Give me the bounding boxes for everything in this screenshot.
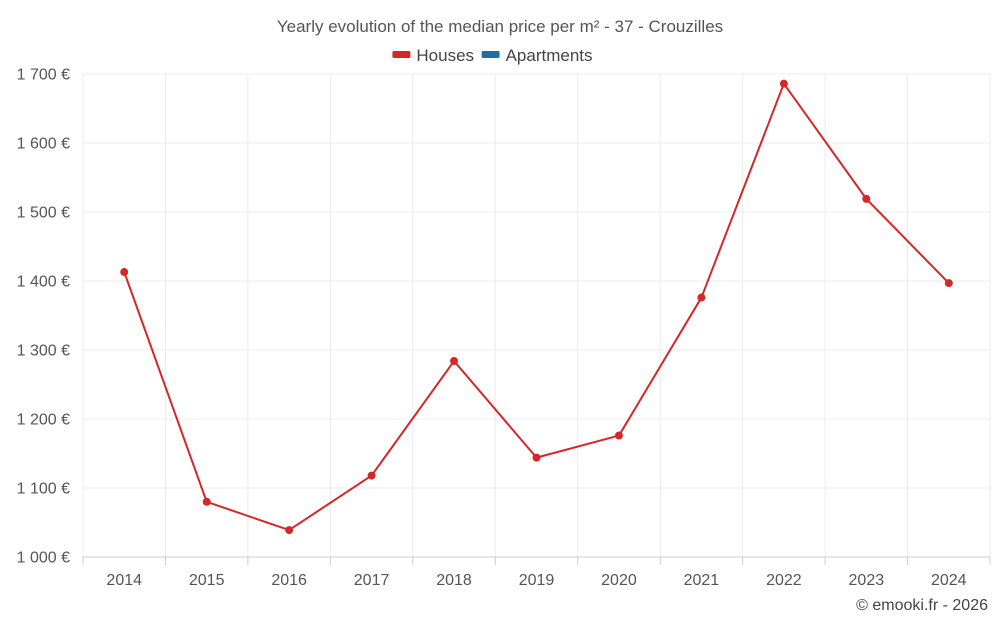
- grid: [82, 73, 991, 558]
- y-tick-label: 1 700 €: [17, 67, 70, 84]
- chart-title: Yearly evolution of the median price per…: [277, 17, 723, 36]
- series-layer: [120, 79, 953, 535]
- y-tick-label: 1 000 €: [17, 550, 70, 567]
- data-point-2021[interactable]: [697, 293, 706, 302]
- legend-swatch: [392, 51, 411, 58]
- legend-label[interactable]: Apartments: [506, 46, 593, 65]
- y-tick-label: 1 600 €: [17, 136, 70, 153]
- y-tick-label: 1 200 €: [17, 412, 70, 429]
- legend-swatch: [481, 51, 500, 58]
- x-tick-label: 2018: [436, 572, 472, 589]
- x-axis: 2014 2015 2016 2017 2018 2019 2020 2021 2022 2023…: [82, 556, 991, 589]
- x-tick-label: 2024: [931, 572, 967, 589]
- data-point-2017[interactable]: [367, 471, 376, 480]
- data-point-2020[interactable]: [614, 431, 623, 440]
- x-tick-label: 2020: [601, 572, 637, 589]
- x-tick-label: 2017: [354, 572, 390, 589]
- y-tick-label: 1 500 €: [17, 205, 70, 222]
- data-point-2015[interactable]: [202, 497, 211, 506]
- data-point-2022[interactable]: [779, 79, 788, 88]
- y-axis: 1 000 € 1 100 € 1 200 € 1 300 € 1 400 € 1 500…: [17, 67, 70, 567]
- x-tick-label: 2023: [849, 572, 885, 589]
- x-tick-label: 2016: [271, 572, 307, 589]
- x-tick-label: 2022: [766, 572, 802, 589]
- y-tick-label: 1 100 €: [17, 481, 70, 498]
- data-point-2018[interactable]: [450, 357, 459, 366]
- x-tick-label: 2019: [519, 572, 555, 589]
- legend: Houses Apartments: [392, 46, 593, 65]
- y-tick-label: 1 400 €: [17, 274, 70, 291]
- data-point-2024[interactable]: [944, 279, 953, 288]
- y-tick-label: 1 300 €: [17, 343, 70, 360]
- data-point-2014[interactable]: [120, 268, 129, 277]
- data-point-2016[interactable]: [285, 526, 294, 535]
- x-tick-label: 2014: [106, 572, 142, 589]
- legend-label[interactable]: Houses: [416, 46, 474, 65]
- data-point-2023[interactable]: [862, 194, 871, 203]
- x-tick-label: 2015: [189, 572, 225, 589]
- credit: © emooki.fr - 2026: [856, 597, 988, 614]
- data-point-2019[interactable]: [532, 453, 541, 462]
- x-tick-label: 2021: [684, 572, 720, 589]
